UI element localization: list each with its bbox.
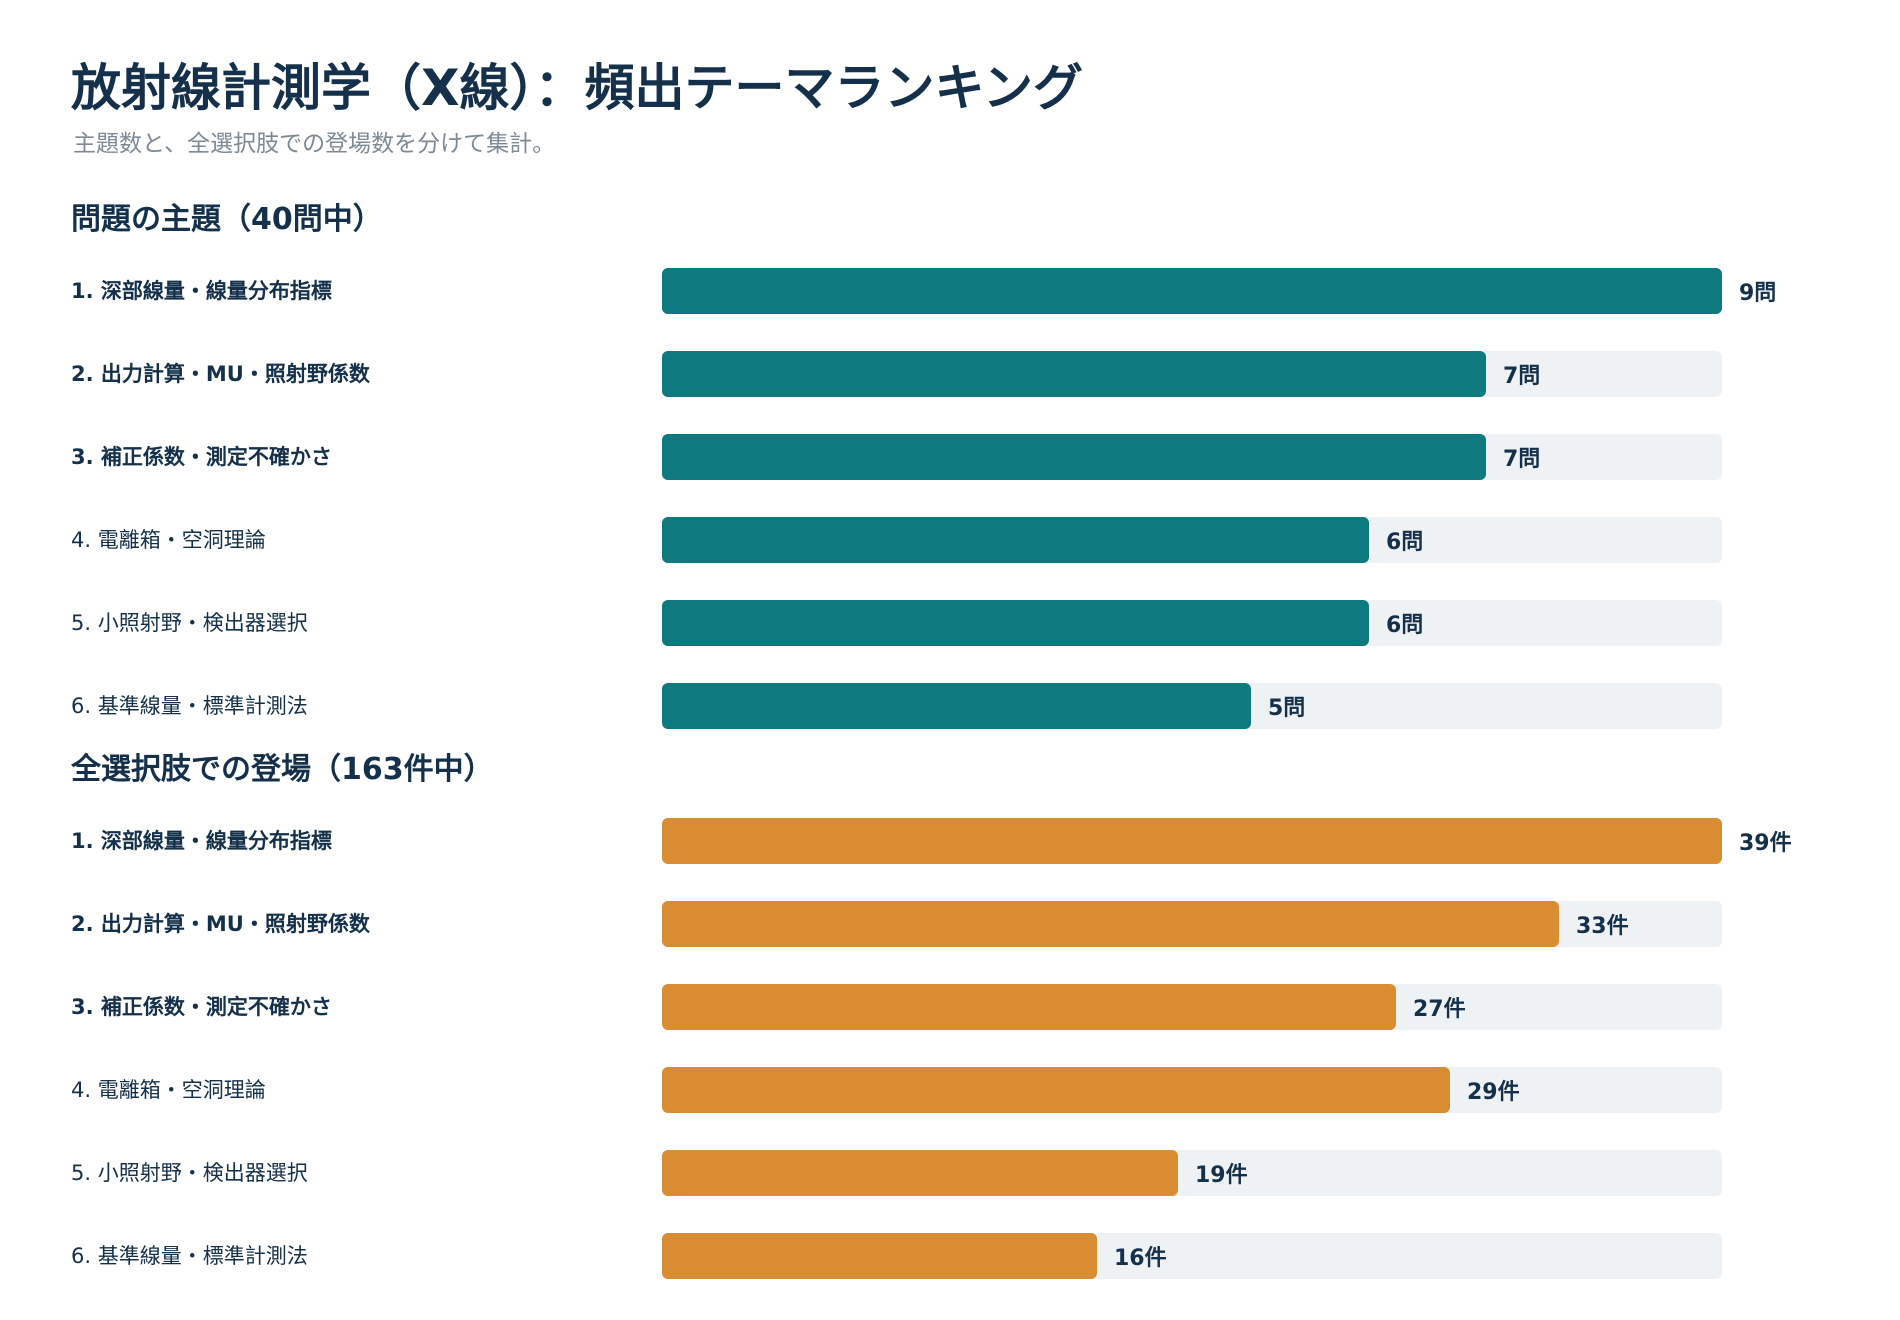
page-subtitle: 主題数と、全選択肢での登場数を分けて集計。 bbox=[73, 131, 556, 157]
choice-bar bbox=[662, 901, 1559, 947]
topic-value-label: 6問 bbox=[1386, 613, 1424, 638]
topic-row-3: 3. 補正係数・測定不確かさ 7問 bbox=[0, 432, 1900, 480]
choice-bar-track bbox=[662, 1233, 1722, 1279]
choice-value-label: 29件 bbox=[1467, 1080, 1520, 1105]
choice-value-label: 39件 bbox=[1739, 831, 1792, 856]
topic-bar bbox=[662, 434, 1486, 480]
choice-row-1: 1. 深部線量・線量分布指標 39件 bbox=[0, 816, 1900, 864]
choice-row-3: 3. 補正係数・測定不確かさ 27件 bbox=[0, 982, 1900, 1030]
topic-row-6: 6. 基準線量・標準計測法 5問 bbox=[0, 681, 1900, 729]
topic-row-2: 2. 出力計算・MU・照射野係数 7問 bbox=[0, 349, 1900, 397]
topic-bar-track bbox=[662, 683, 1722, 729]
choice-row-6: 6. 基準線量・標準計測法 16件 bbox=[0, 1231, 1900, 1279]
topic-row-4: 4. 電離箱・空洞理論 6問 bbox=[0, 515, 1900, 563]
choice-bar-track bbox=[662, 984, 1722, 1030]
choice-bar bbox=[662, 1067, 1450, 1113]
topic-row-5: 5. 小照射野・検出器選択 6問 bbox=[0, 598, 1900, 646]
choice-row-5: 5. 小照射野・検出器選択 19件 bbox=[0, 1148, 1900, 1196]
choice-bar bbox=[662, 984, 1396, 1030]
choice-category-label: 1. 深部線量・線量分布指標 bbox=[71, 829, 332, 853]
choice-bar-track bbox=[662, 818, 1722, 864]
topic-category-label: 2. 出力計算・MU・照射野係数 bbox=[71, 362, 370, 386]
choice-bar bbox=[662, 818, 1722, 864]
topic-value-label: 7問 bbox=[1503, 447, 1541, 472]
topic-category-label: 5. 小照射野・検出器選択 bbox=[71, 611, 308, 635]
choice-value-label: 27件 bbox=[1413, 997, 1466, 1022]
page-title: 放射線計測学（X線）：頻出テーマランキング bbox=[71, 59, 1084, 117]
choice-value-label: 33件 bbox=[1576, 914, 1629, 939]
choice-category-label: 3. 補正係数・測定不確かさ bbox=[71, 995, 332, 1019]
topic-bar-track bbox=[662, 434, 1722, 480]
choice-bar-track bbox=[662, 1067, 1722, 1113]
topic-value-label: 5問 bbox=[1268, 696, 1306, 721]
topic-bar bbox=[662, 600, 1369, 646]
topic-category-label: 4. 電離箱・空洞理論 bbox=[71, 528, 266, 552]
choice-chart-title: 全選択肢での登場（163件中） bbox=[71, 752, 494, 787]
choice-bar bbox=[662, 1150, 1178, 1196]
topic-bar bbox=[662, 517, 1369, 563]
topic-row-1: 1. 深部線量・線量分布指標 9問 bbox=[0, 266, 1900, 314]
choice-row-2: 2. 出力計算・MU・照射野係数 33件 bbox=[0, 899, 1900, 947]
topic-category-label: 6. 基準線量・標準計測法 bbox=[71, 694, 308, 718]
topic-value-label: 6問 bbox=[1386, 530, 1424, 555]
topic-bar-track bbox=[662, 517, 1722, 563]
choice-value-label: 16件 bbox=[1114, 1246, 1167, 1271]
choice-category-label: 5. 小照射野・検出器選択 bbox=[71, 1161, 308, 1185]
choice-category-label: 6. 基準線量・標準計測法 bbox=[71, 1244, 308, 1268]
topic-category-label: 1. 深部線量・線量分布指標 bbox=[71, 279, 332, 303]
topic-bar-track bbox=[662, 351, 1722, 397]
choice-category-label: 4. 電離箱・空洞理論 bbox=[71, 1078, 266, 1102]
choice-category-label: 2. 出力計算・MU・照射野係数 bbox=[71, 912, 370, 936]
topic-value-label: 9問 bbox=[1739, 281, 1777, 306]
topic-bar bbox=[662, 683, 1251, 729]
topic-chart-title: 問題の主題（40問中） bbox=[71, 202, 383, 237]
topic-bar bbox=[662, 268, 1722, 314]
topic-value-label: 7問 bbox=[1503, 364, 1541, 389]
choice-row-4: 4. 電離箱・空洞理論 29件 bbox=[0, 1065, 1900, 1113]
choice-value-label: 19件 bbox=[1195, 1163, 1248, 1188]
topic-bar-track bbox=[662, 600, 1722, 646]
choice-bar-track bbox=[662, 1150, 1722, 1196]
choice-bar-track bbox=[662, 901, 1722, 947]
topic-bar-track bbox=[662, 268, 1722, 314]
choice-bar bbox=[662, 1233, 1097, 1279]
topic-category-label: 3. 補正係数・測定不確かさ bbox=[71, 445, 332, 469]
topic-bar bbox=[662, 351, 1486, 397]
